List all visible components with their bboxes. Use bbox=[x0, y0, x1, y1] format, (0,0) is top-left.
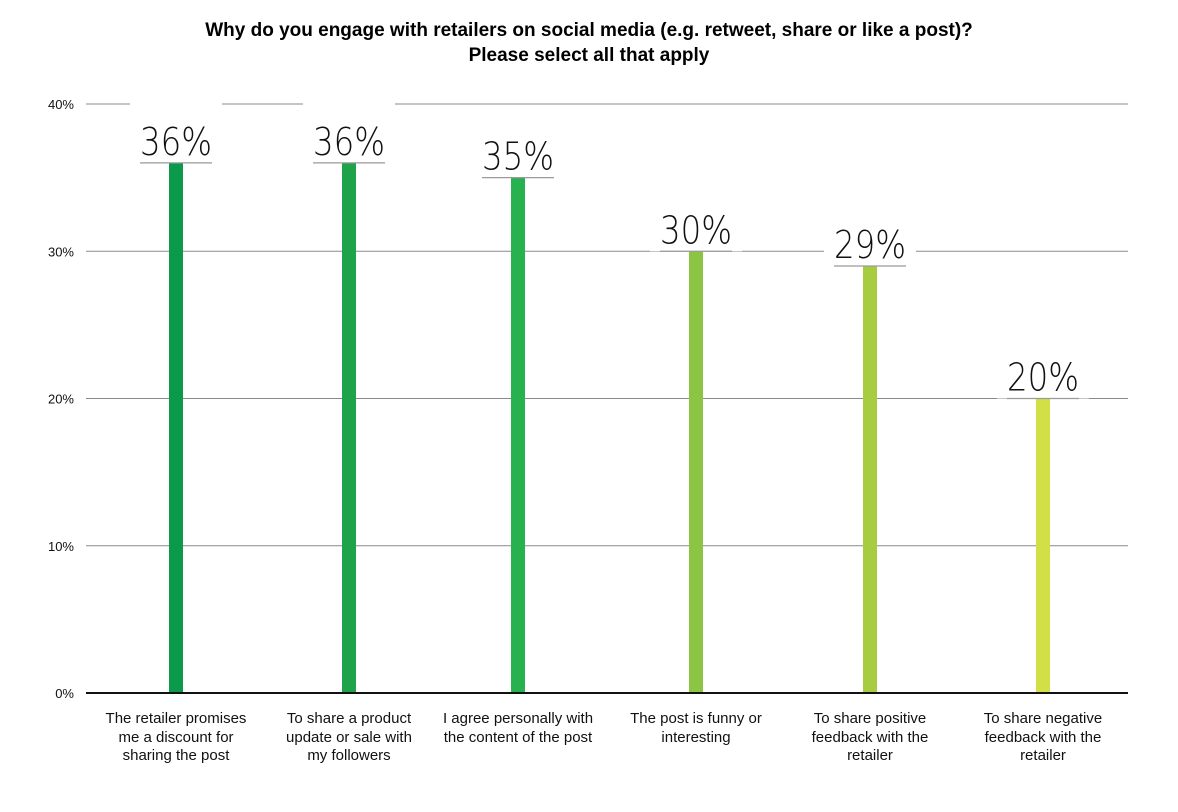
chart-title-line-2: Please select all that apply bbox=[468, 45, 710, 66]
data-label: 36% bbox=[313, 120, 385, 164]
data-label: 35% bbox=[482, 135, 554, 179]
category-label: To share negative feedback with the reta… bbox=[983, 710, 1103, 764]
bar bbox=[863, 265, 877, 693]
category-label: To share a product update or sale with m… bbox=[286, 710, 412, 764]
bar bbox=[511, 177, 525, 693]
data-label: 36% bbox=[140, 120, 212, 164]
label-backdrop bbox=[472, 115, 564, 178]
category-label: The post is funny or interesting bbox=[630, 710, 762, 746]
data-label: 30% bbox=[660, 208, 732, 252]
category-label: To share positive feedback with the reta… bbox=[811, 710, 929, 764]
chart-title-line-1: Why do you engage with retailers on soci… bbox=[205, 20, 973, 41]
category-label: I agree personally with the content of t… bbox=[442, 710, 594, 746]
label-backdrop bbox=[824, 203, 916, 266]
label-backdrop bbox=[650, 189, 742, 252]
label-backdrop bbox=[303, 100, 395, 163]
y-tick-label: 20% bbox=[48, 392, 74, 407]
label-backdrop bbox=[130, 100, 222, 163]
bar bbox=[1036, 398, 1050, 693]
data-label: 29% bbox=[834, 223, 906, 267]
y-tick-label: 40% bbox=[48, 97, 74, 112]
chart-title: Why do you engage with retailers on soci… bbox=[0, 18, 1178, 68]
bar bbox=[689, 251, 703, 693]
label-backdrop bbox=[997, 336, 1089, 399]
category-label: The retailer promises me a discount for … bbox=[105, 710, 247, 764]
data-label: 20% bbox=[1007, 356, 1079, 400]
bar bbox=[169, 162, 183, 693]
y-tick-label: 0% bbox=[55, 686, 74, 701]
y-tick-label: 30% bbox=[48, 244, 74, 259]
y-tick-label: 10% bbox=[48, 539, 74, 554]
bar bbox=[342, 162, 356, 693]
